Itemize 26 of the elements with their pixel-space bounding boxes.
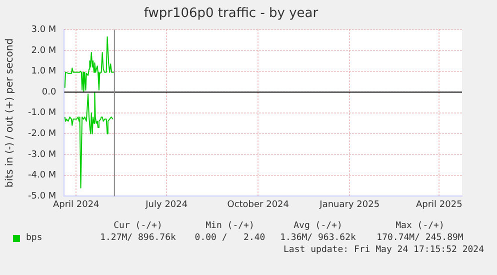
y-tick-label: -2.0 M	[28, 129, 56, 140]
text: Max (-/+)	[396, 221, 444, 231]
text: 170.74M/ 245.89M	[376, 233, 464, 243]
x-tick-label: July 2024	[144, 200, 188, 210]
y-tick-label: 1.0 M	[31, 66, 56, 77]
text: Last update: Fri May 24 17:15:52 2024	[284, 245, 484, 255]
y-tick-label: 2.0 M	[31, 46, 56, 56]
y-tick-label: 0.0	[42, 87, 56, 98]
x-tick-label: April 2024	[52, 200, 100, 210]
text: Cur (-/+)	[114, 221, 162, 231]
x-tick-label: October 2024	[227, 200, 290, 210]
y-axis-title: bits in (-) / out (+) per second	[4, 38, 16, 188]
y-tick-label: -3.0 M	[28, 150, 56, 160]
text: Min (-/+)	[206, 221, 254, 231]
x-tick-label: April 2025	[416, 200, 462, 210]
y-tick-label: 3.0 M	[31, 24, 56, 35]
text: 0.00 / 2.40	[194, 233, 266, 243]
chart-title: fwpr106p0 traffic - by year	[144, 6, 319, 22]
y-tick-label: -1.0 M	[28, 108, 56, 118]
y-tick-label: -4.0 M	[28, 170, 56, 181]
text: 1.27M/ 896.76k	[100, 233, 176, 243]
y-tick-label: -5.0 M	[28, 192, 56, 202]
text: 1.36M/ 963.62k	[280, 233, 356, 243]
legend-label: bps	[26, 233, 42, 243]
x-tick-label: January 2025	[318, 200, 380, 210]
text: Avg (-/+)	[294, 221, 342, 231]
